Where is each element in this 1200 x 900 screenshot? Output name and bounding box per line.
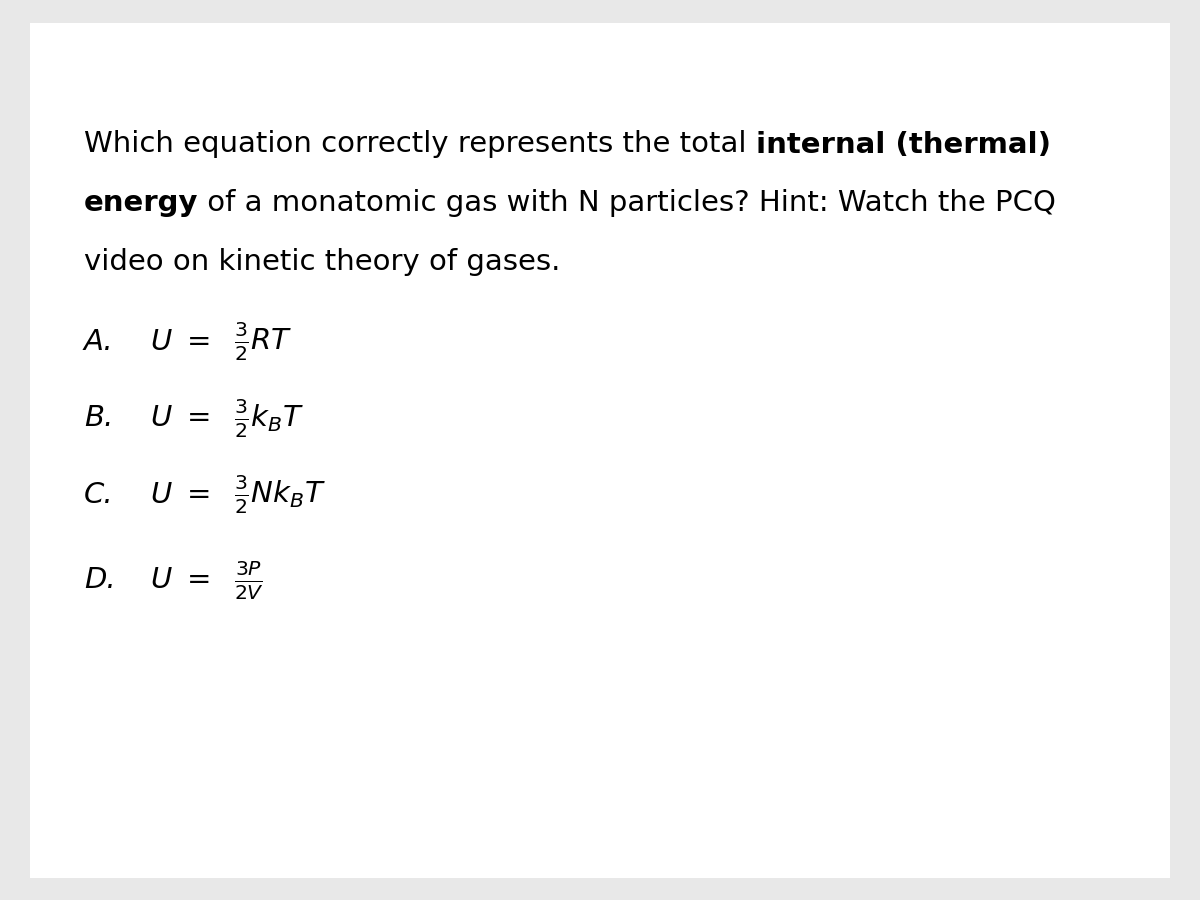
Text: internal (thermal): internal (thermal) bbox=[756, 130, 1051, 158]
Text: Which equation correctly represents the total: Which equation correctly represents the … bbox=[84, 130, 756, 158]
Text: $U\ =$: $U\ =$ bbox=[150, 328, 210, 356]
Text: video on kinetic theory of gases.: video on kinetic theory of gases. bbox=[84, 248, 560, 275]
Text: energy: energy bbox=[84, 189, 198, 217]
Text: C.: C. bbox=[84, 481, 114, 509]
Text: $U\ =$: $U\ =$ bbox=[150, 481, 210, 509]
Text: $U\ =$: $U\ =$ bbox=[150, 566, 210, 595]
Text: D.: D. bbox=[84, 566, 115, 595]
Text: $\frac{3P}{2V}$: $\frac{3P}{2V}$ bbox=[234, 559, 264, 602]
Text: A.: A. bbox=[84, 328, 114, 356]
Text: $U\ =$: $U\ =$ bbox=[150, 404, 210, 433]
Text: $\frac{3}{2}RT$: $\frac{3}{2}RT$ bbox=[234, 320, 293, 364]
Text: $\frac{3}{2}k_BT$: $\frac{3}{2}k_BT$ bbox=[234, 397, 304, 440]
Text: of a monatomic gas with N particles? Hint: Watch the PCQ: of a monatomic gas with N particles? Hin… bbox=[198, 189, 1056, 217]
Text: B.: B. bbox=[84, 404, 113, 433]
Text: $\frac{3}{2}Nk_BT$: $\frac{3}{2}Nk_BT$ bbox=[234, 473, 325, 517]
